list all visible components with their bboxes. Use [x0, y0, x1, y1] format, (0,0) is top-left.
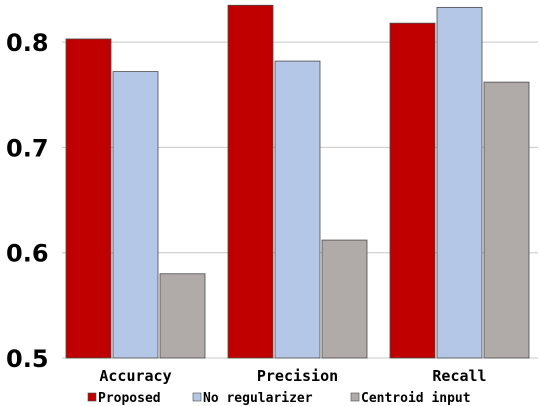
- bar-no-regularizer-recall: [436, 6, 483, 359]
- x-tick-label: Precision: [257, 367, 338, 385]
- bar-no-regularizer-accuracy: [112, 71, 159, 359]
- bar-proposed-precision: [227, 4, 274, 359]
- bar-centroid-input-accuracy: [159, 273, 206, 359]
- legend-swatch: [87, 392, 97, 402]
- y-tick-label: 0.8: [6, 29, 49, 57]
- y-axis-ticks: 0.5 0.6 0.7 0.8: [6, 29, 49, 373]
- bar-proposed-accuracy: [65, 38, 112, 359]
- legend-swatch: [192, 392, 202, 402]
- x-tick-label: Accuracy: [99, 367, 171, 385]
- bars: [65, 4, 530, 359]
- bar-no-regularizer-precision: [274, 60, 321, 359]
- legend-label: Proposed: [98, 391, 161, 406]
- y-tick-label: 0.7: [6, 134, 49, 162]
- legend-swatch: [350, 392, 360, 402]
- x-axis-ticks: Accuracy Precision Recall: [99, 367, 486, 385]
- bar-centroid-input-recall: [483, 81, 530, 359]
- legend-label: Centroid input: [361, 391, 471, 406]
- legend-label: No regularizer: [203, 391, 313, 406]
- y-tick-label: 0.6: [6, 240, 49, 268]
- legend: Proposed No regularizer Centroid input: [87, 391, 471, 406]
- bar-centroid-input-precision: [321, 239, 368, 359]
- bar-proposed-recall: [389, 22, 436, 359]
- y-tick-label: 0.5: [6, 345, 49, 373]
- x-tick-label: Recall: [432, 367, 486, 385]
